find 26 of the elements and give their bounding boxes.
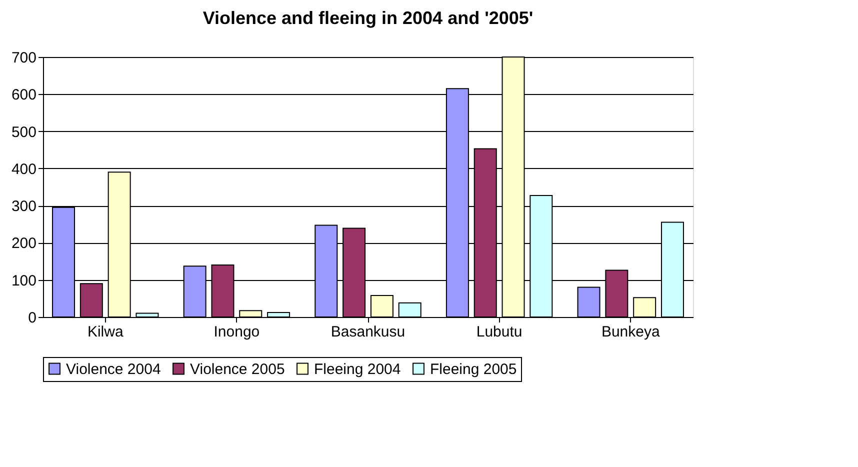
y-tick-label: 400: [11, 160, 36, 178]
y-tick-label: 200: [11, 235, 36, 252]
y-tick-label: 500: [11, 124, 36, 141]
x-tick-label: Kilwa: [87, 324, 124, 340]
y-tick-label: 0: [28, 310, 36, 326]
bar: [267, 312, 290, 318]
chart-title: Violence and fleeing in 2004 and '2005': [202, 8, 534, 28]
y-tick-label: 300: [11, 198, 36, 216]
bar: [633, 297, 656, 318]
x-tick-label: Basankusu: [330, 324, 406, 340]
bar: [398, 302, 422, 318]
x-tick-label: Lubutu: [476, 324, 522, 340]
legend-label: Violence 2004: [66, 360, 161, 378]
bar: [577, 286, 600, 318]
y-tick-label: 100: [11, 272, 36, 290]
y-tick-label: 600: [11, 86, 36, 104]
x-tick-label: Bunkeya: [601, 324, 660, 340]
y-tick-label: 700: [11, 50, 36, 66]
bar: [136, 312, 159, 318]
x-tick-label: Inongo: [214, 324, 260, 340]
bar: [239, 310, 262, 318]
legend-label: Fleeing 2004: [314, 360, 401, 378]
legend-label: Violence 2005: [190, 360, 285, 378]
bar: [370, 294, 394, 318]
bar: [80, 283, 103, 318]
legend-label: Fleeing 2005: [430, 360, 517, 378]
